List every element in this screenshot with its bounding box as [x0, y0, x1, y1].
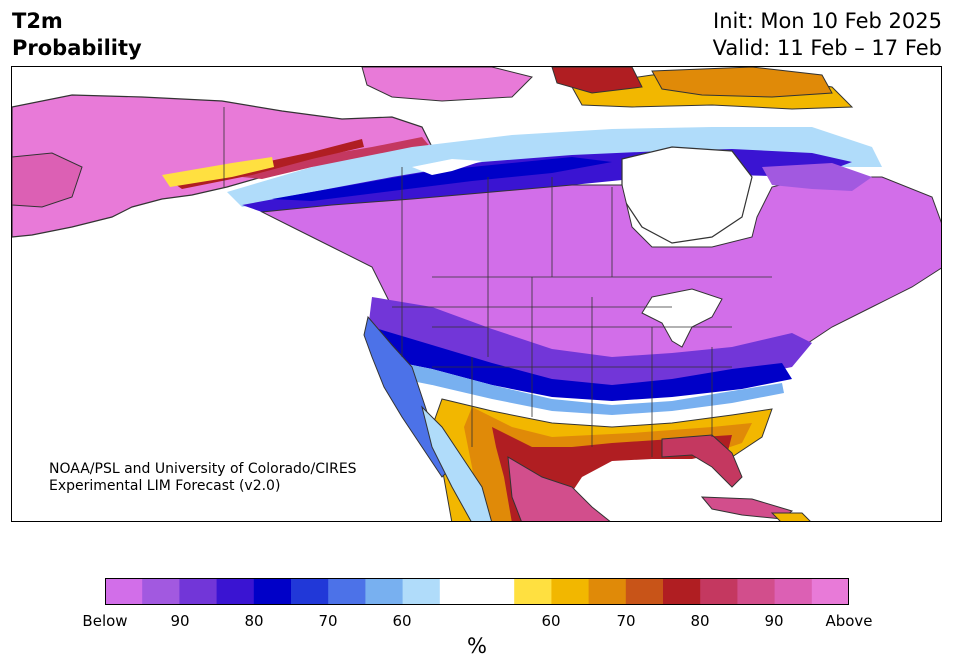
- us-light-cold: [382, 359, 784, 415]
- northern-lakes: [412, 159, 482, 175]
- colorbar-swatch: [365, 578, 404, 605]
- arctic-hot: [551, 67, 643, 94]
- colorbar-swatch: [179, 578, 218, 605]
- colorbar-swatch: [291, 578, 329, 605]
- variable-label: T2m: [12, 9, 63, 33]
- alaska-warm-band: [242, 137, 432, 179]
- colorbar-tick-above-60: 60: [541, 612, 561, 630]
- credit-line-1: NOAA/PSL and University of Colorado/CIRE…: [49, 461, 357, 477]
- colorbar-swatch: [105, 578, 143, 605]
- labrador-below: [762, 163, 872, 191]
- hudson-bay: [621, 146, 753, 244]
- colorbar-swatch: [328, 578, 366, 605]
- colorbar-swatch: [402, 578, 441, 605]
- colorbar-border: [105, 578, 849, 605]
- colorbar-swatch: [625, 578, 664, 605]
- colorbar-swatch: [216, 578, 255, 605]
- colorbar-swatch: [477, 578, 515, 605]
- colorbar-swatch: [811, 578, 849, 605]
- great-lakes: [641, 288, 723, 348]
- baffin-island: [651, 67, 833, 98]
- colorbar-swatch: [700, 578, 738, 605]
- yukon-transition: [162, 157, 274, 187]
- colorbar-swatch: [514, 578, 552, 605]
- interior-below: [260, 176, 941, 368]
- probability-map: [11, 66, 942, 522]
- southwest-alaska: [12, 152, 83, 208]
- baja-light: [421, 405, 492, 521]
- canada-darkest: [272, 157, 612, 201]
- colorbar-tick-above-90: 90: [764, 612, 784, 630]
- colorbar-swatch: [142, 578, 180, 605]
- arctic-top-left: [361, 67, 533, 102]
- colorbar-tick-below: Below: [82, 612, 128, 630]
- credit-line-2: Experimental LIM Forecast (v2.0): [49, 478, 281, 494]
- colorbar-tick-below-80: 80: [244, 612, 264, 630]
- colorbar-swatch: [439, 578, 478, 605]
- colorbar-swatch: [737, 578, 776, 605]
- colorbar-unit: %: [467, 634, 487, 658]
- florida: [661, 434, 743, 488]
- us-darkest-band: [372, 327, 792, 401]
- colorbar-swatch: [551, 578, 590, 605]
- colorbar-tick-above-70: 70: [616, 612, 636, 630]
- us-neutral-band: [432, 385, 777, 425]
- political-boundaries: [223, 107, 772, 457]
- colorbar-swatch: [253, 578, 292, 605]
- credit-text: NOAA/PSL and University of Colorado/CIRE…: [49, 461, 357, 495]
- colorbar-swatch: [588, 578, 627, 605]
- colorbar-tick-above: Above: [825, 612, 873, 630]
- product-label: Probability: [12, 36, 142, 60]
- colorbar-tick-below-60: 60: [392, 612, 412, 630]
- colorbar-swatch: [774, 578, 813, 605]
- map-canvas: [12, 67, 941, 521]
- map-title: T2m Probability: [12, 8, 142, 62]
- colorbar-tick-above-80: 80: [690, 612, 710, 630]
- forecast-dates: Init: Mon 10 Feb 2025 Valid: 11 Feb – 17…: [713, 8, 942, 62]
- valid-range: Valid: 11 Feb – 17 Feb: [712, 36, 942, 60]
- init-date: Init: Mon 10 Feb 2025: [713, 9, 942, 33]
- hispaniola: [770, 512, 811, 521]
- mexico-above: [507, 456, 611, 521]
- colorbar-swatch: [663, 578, 701, 605]
- colorbar-tick-below-70: 70: [318, 612, 338, 630]
- colorbar-tick-below-90: 90: [170, 612, 190, 630]
- colorbar: [105, 578, 849, 605]
